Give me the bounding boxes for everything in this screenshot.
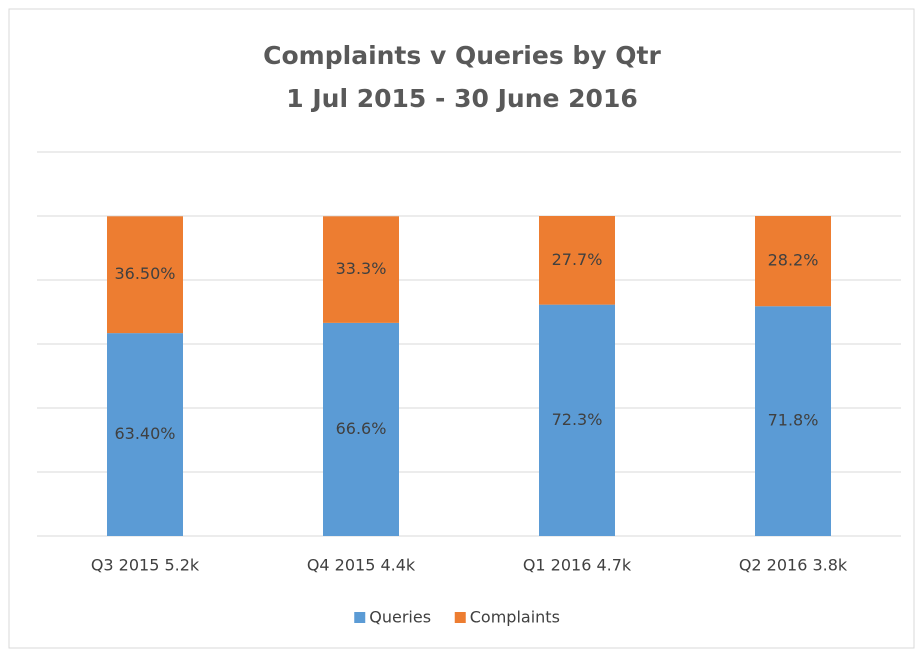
data-label: 28.2% <box>768 251 819 270</box>
chart-title: Complaints v Queries by Qtr <box>263 41 661 70</box>
data-label: 66.6% <box>336 419 387 438</box>
data-label: 71.8% <box>768 411 819 430</box>
data-label: 63.40% <box>114 424 175 443</box>
legend-swatch <box>454 612 466 623</box>
legend-label: Queries <box>369 608 431 627</box>
bar-segment <box>323 216 399 323</box>
legend-swatch <box>354 612 366 623</box>
data-label: 27.7% <box>552 250 603 269</box>
data-label: 33.3% <box>336 259 387 278</box>
x-tick-label: Q1 2016 4.7k <box>523 556 632 575</box>
chart-subtitle: 1 Jul 2015 - 30 June 2016 <box>286 84 637 113</box>
x-tick-label: Q2 2016 3.8k <box>739 556 848 575</box>
bar-segment <box>107 216 183 334</box>
bar-segment <box>539 304 615 536</box>
data-label: 72.3% <box>552 410 603 429</box>
x-tick-label: Q4 2015 4.4k <box>307 556 416 575</box>
x-tick-label: Q3 2015 5.2k <box>91 556 200 575</box>
bar-segment <box>755 216 831 307</box>
legend-label: Complaints <box>470 608 560 627</box>
bar-segment <box>539 216 615 305</box>
bar-segment <box>323 322 399 536</box>
bar-segment <box>755 306 831 536</box>
data-label: 36.50% <box>114 264 175 283</box>
bar-segment <box>107 333 183 536</box>
